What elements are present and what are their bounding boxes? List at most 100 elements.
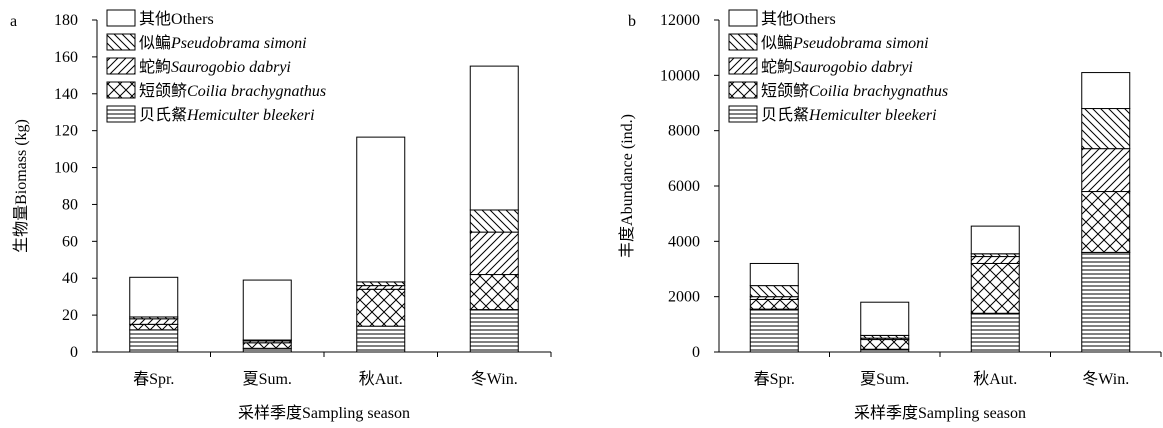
legend-swatch [106,57,136,75]
y-tick-label: 80 [62,196,78,213]
legend-name-latin: Pseudobrama simoni [170,35,307,52]
y-tick-label: 120 [54,123,78,140]
bar-segment [356,281,406,287]
legend-name-latin: Coilia brachygnathus [187,83,326,100]
y-tick-label: 6000 [668,178,700,195]
legend-name-cn: 蛇鮈 [761,58,793,76]
legend-name-latin: Saurogobio dabryi [171,59,291,76]
bar-segment [860,339,910,350]
x-tick-label: 春Spr. [133,370,174,388]
bar-segment [242,347,292,353]
bar-segment [129,323,179,331]
legend-entry: 其他Others [761,10,836,28]
legend-entry: 似鳊Pseudobrama simoni [139,34,307,52]
bar-segment [242,279,292,341]
x-tick-label: 春Spr. [754,370,795,388]
bar-segment [749,262,799,287]
bar-segment [469,231,519,276]
bar-segment [970,225,1020,255]
y-tick-label: 20 [62,307,78,324]
legend-swatch [106,9,136,27]
bar-segment [970,312,1020,353]
y-tick-label: 10000 [660,67,700,84]
panel-letter: b [628,13,636,30]
legend-name-cn: 其他 [761,10,793,28]
bar-segment [970,262,1020,314]
chart-panel-a: a 0 20 40 60 80 100 120 140 160 180 生物量Biomass (kg)… [10,9,552,422]
legend-name-cn: 其他 [139,10,171,28]
y-tick-label: 160 [54,49,78,66]
y-tick-label: 12000 [660,12,700,29]
bar-segment [129,318,179,325]
y-tick-label: 60 [62,233,78,250]
legend-name-cn: 蛇鮈 [139,58,171,76]
x-tick-label: 夏Sum. [243,371,292,388]
legend-name-latin: Others [793,11,836,28]
legend-name-cn: 短颌鲚 [139,82,187,100]
y-tick-label: 8000 [668,123,700,140]
legend-entry: 似鳊Pseudobrama simoni [761,34,929,52]
legend-name-cn: 贝氏䱗 [761,106,809,124]
bar-segment [1081,108,1131,150]
legend-name-latin: Coilia brachygnathus [809,83,948,100]
legend-name-cn: 似鳊 [139,34,171,52]
legend-swatch [728,81,758,99]
bar-segment [356,285,406,290]
bar-segment [356,288,406,327]
bar-segment [1081,191,1131,253]
legend-entry: 蛇鮈Saurogobio dabryi [761,58,913,76]
x-tick-label: 夏Sum. [860,371,909,388]
y-axis-label: 丰度Abundance (ind.) [618,114,636,258]
legend-entry: 蛇鮈Saurogobio dabryi [139,58,291,76]
y-tick-label: 0 [70,344,78,361]
legend-name-latin: Hemiculter bleekeri [186,107,315,124]
y-tick-label: 0 [692,344,700,361]
legend-swatch [728,105,758,123]
legend-entry: 贝氏䱗Hemiculter bleekeri [761,106,937,124]
legend-name-latin: Hemiculter bleekeri [808,107,937,124]
y-tick-label: 4000 [668,233,700,250]
bar-segment [1081,251,1131,353]
y-tick-label: 180 [54,12,78,29]
legend-name-cn: 似鳊 [761,34,793,52]
legend-name-latin: Pseudobrama simoni [792,35,929,52]
y-axis-label: 生物量Biomass (kg) [12,119,30,253]
bar-segment [469,209,519,233]
y-tick-label: 140 [54,86,78,103]
legend-swatch [106,81,136,99]
bar-segment [356,325,406,353]
bar-segment [469,309,519,353]
bar-segment [749,308,799,353]
y-tick-label: 40 [62,270,78,287]
bar-segment [1081,148,1131,193]
bar-segment [469,274,519,311]
bar-segment [860,301,910,336]
x-axis-label: 采样季度Sampling season [854,404,1026,422]
legend-swatch [106,105,136,123]
bar-segment [469,65,519,211]
legend-swatch [728,57,758,75]
bar-segment [242,342,292,349]
bar-segment [1081,72,1131,110]
panel-letter: a [10,13,17,30]
bar-segment [129,329,179,353]
bar-segment [970,256,1020,264]
legend-name-latin: Others [171,11,214,28]
x-tick-label: 秋Aut. [973,370,1017,388]
legend-swatch [728,9,758,27]
legend-name-latin: Saurogobio dabryi [793,59,913,76]
y-tick-label: 2000 [668,289,700,306]
x-tick-label: 冬Win. [471,370,518,388]
x-axis-label: 采样季度Sampling season [238,404,410,422]
x-tick-label: 秋Aut. [359,370,403,388]
legend-swatch [106,33,136,51]
legend-swatch [728,33,758,51]
legend-entry: 其他Others [139,10,214,28]
y-tick-label: 100 [54,160,78,177]
legend-name-cn: 贝氏䱗 [139,106,187,124]
x-tick-label: 冬Win. [1082,370,1129,388]
legend-entry: 贝氏䱗Hemiculter bleekeri [139,106,315,124]
legend-entry: 短颌鲚Coilia brachygnathus [761,82,948,100]
